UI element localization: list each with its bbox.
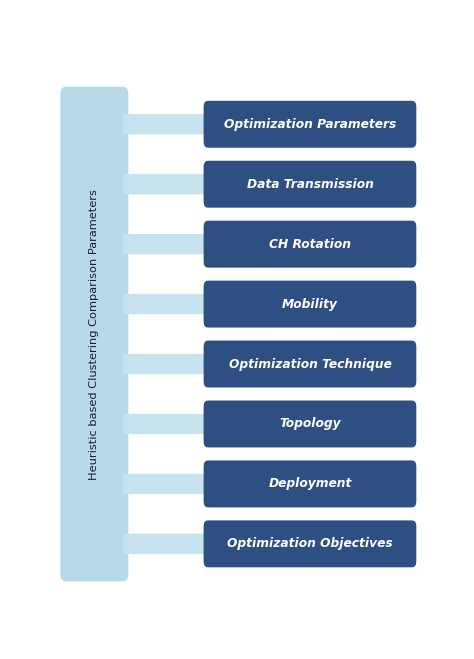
FancyBboxPatch shape: [204, 161, 416, 208]
Text: Data Transmission: Data Transmission: [246, 178, 374, 190]
FancyBboxPatch shape: [204, 101, 416, 148]
Text: Topology: Topology: [279, 417, 341, 430]
Polygon shape: [123, 228, 223, 260]
Polygon shape: [123, 168, 223, 200]
Text: Deployment: Deployment: [268, 477, 352, 490]
FancyBboxPatch shape: [60, 87, 128, 581]
Text: Optimization Objectives: Optimization Objectives: [227, 537, 393, 550]
Text: CH Rotation: CH Rotation: [269, 238, 351, 250]
FancyBboxPatch shape: [204, 521, 416, 567]
FancyBboxPatch shape: [204, 221, 416, 268]
Text: Mobility: Mobility: [282, 298, 338, 310]
Polygon shape: [123, 348, 223, 380]
Polygon shape: [123, 108, 223, 140]
FancyBboxPatch shape: [204, 341, 416, 387]
Text: Heuristic based Clustering Comparison Parameters: Heuristic based Clustering Comparison Pa…: [89, 188, 100, 480]
FancyBboxPatch shape: [204, 461, 416, 507]
Text: Optimization Technique: Optimization Technique: [228, 358, 392, 370]
Text: Optimization Parameters: Optimization Parameters: [224, 118, 396, 130]
Polygon shape: [123, 288, 223, 320]
Polygon shape: [123, 408, 223, 440]
Polygon shape: [123, 468, 223, 500]
Polygon shape: [123, 528, 223, 560]
FancyBboxPatch shape: [204, 401, 416, 447]
FancyBboxPatch shape: [204, 281, 416, 328]
